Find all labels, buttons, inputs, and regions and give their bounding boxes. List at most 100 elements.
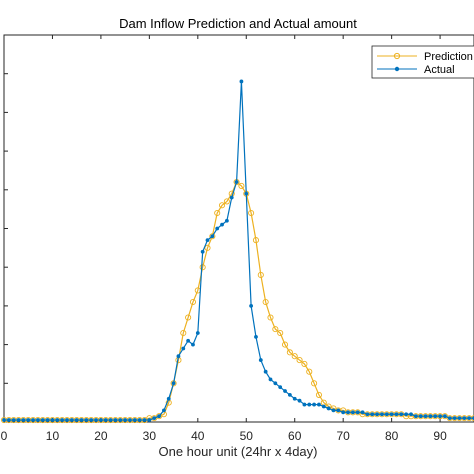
data-point-actual — [355, 410, 360, 415]
data-point-actual — [195, 331, 200, 335]
data-point-prediction — [306, 368, 313, 375]
data-point-prediction — [218, 202, 226, 209]
data-point-prediction — [185, 314, 192, 321]
data-point-actual — [307, 402, 312, 407]
data-point-actual — [191, 342, 195, 347]
data-point-actual — [467, 416, 472, 421]
data-point-actual — [423, 414, 428, 419]
data-point-actual — [128, 418, 132, 422]
x-axis-label: One hour unit (24hr x 4day) — [159, 444, 318, 459]
data-point-actual — [452, 416, 457, 421]
data-point-actual — [418, 414, 423, 419]
legend-label-prediction: Prediction — [424, 51, 473, 63]
data-point-actual — [6, 418, 11, 422]
data-point-actual — [220, 222, 224, 227]
data-point-actual — [336, 408, 341, 413]
data-point-actual — [224, 218, 229, 223]
data-point-actual — [21, 418, 26, 422]
data-point-actual — [447, 416, 452, 421]
data-point-prediction — [189, 298, 197, 306]
data-point-actual — [200, 249, 205, 254]
data-point-actual — [321, 404, 326, 409]
data-point-actual — [389, 412, 394, 417]
data-point-prediction — [301, 360, 308, 368]
data-point-actual — [60, 418, 65, 422]
data-point-actual — [103, 418, 108, 422]
data-point-actual — [438, 414, 442, 419]
data-point-actual — [108, 418, 113, 422]
x-tick-label: 60 — [288, 429, 302, 443]
x-tick-label: 30 — [143, 429, 157, 443]
data-point-actual — [45, 418, 50, 422]
data-point-actual — [210, 234, 215, 239]
data-point-actual — [462, 416, 467, 421]
data-point-actual — [428, 414, 433, 419]
data-point-prediction — [262, 298, 269, 306]
data-point-actual — [287, 393, 292, 397]
data-point-actual — [244, 191, 249, 196]
data-point-actual — [65, 418, 69, 422]
data-point-actual — [147, 418, 152, 422]
x-tick-label: 50 — [240, 429, 254, 443]
data-point-actual — [370, 412, 375, 417]
data-point-prediction — [252, 237, 260, 244]
data-point-actual — [249, 304, 254, 308]
x-tick-label: 80 — [385, 429, 399, 443]
data-point-actual — [384, 412, 389, 417]
data-point-prediction — [257, 271, 264, 278]
y-axis-ticks — [4, 73, 8, 384]
data-point-actual — [171, 381, 176, 386]
data-point-actual — [2, 418, 6, 422]
data-point-prediction — [296, 357, 303, 364]
data-point-actual — [26, 418, 31, 422]
data-point-actual — [186, 338, 191, 343]
data-point-actual — [433, 414, 438, 419]
data-point-actual — [394, 412, 399, 417]
x-tick-label: 10 — [46, 429, 60, 443]
plot-area — [3, 34, 474, 423]
data-point-actual — [404, 412, 409, 417]
x-tick-label: 70 — [336, 429, 350, 443]
legend: Prediction Actual — [371, 45, 474, 79]
data-point-prediction — [286, 349, 293, 356]
data-point-actual — [413, 414, 418, 419]
data-point-actual — [375, 412, 379, 417]
data-point-actual — [365, 412, 370, 417]
data-point-actual — [360, 410, 365, 415]
data-point-actual — [273, 381, 278, 386]
data-point-actual — [99, 418, 103, 422]
data-point-prediction — [291, 353, 298, 360]
data-point-actual — [457, 416, 462, 421]
data-point-actual — [341, 410, 346, 415]
data-point-actual — [137, 418, 142, 422]
data-point-actual — [234, 180, 239, 184]
data-point-actual — [55, 418, 60, 422]
data-point-actual — [40, 418, 45, 422]
x-tick-label: 0 — [1, 429, 8, 443]
data-point-actual — [157, 414, 161, 419]
data-point-actual — [132, 418, 137, 422]
data-point-prediction — [209, 233, 216, 240]
data-point-actual — [326, 406, 331, 411]
data-point-actual — [278, 385, 283, 390]
data-point-prediction — [238, 182, 245, 189]
data-point-actual — [94, 418, 98, 422]
data-point-actual — [258, 358, 263, 362]
data-point-prediction — [281, 341, 289, 348]
data-point-actual — [443, 414, 447, 419]
data-point-prediction — [180, 329, 187, 337]
data-point-prediction — [199, 264, 206, 271]
data-point-actual — [118, 418, 123, 422]
data-point-actual — [74, 418, 79, 422]
data-point-actual — [317, 402, 321, 407]
data-point-prediction — [311, 380, 318, 387]
data-point-actual — [302, 402, 307, 407]
data-point-actual — [312, 402, 316, 407]
data-point-actual — [254, 334, 258, 339]
legend-marker-prediction — [393, 52, 401, 60]
data-point-actual — [79, 418, 84, 422]
legend-box — [371, 45, 474, 79]
data-point-actual — [11, 418, 16, 422]
data-point-actual — [380, 412, 384, 417]
